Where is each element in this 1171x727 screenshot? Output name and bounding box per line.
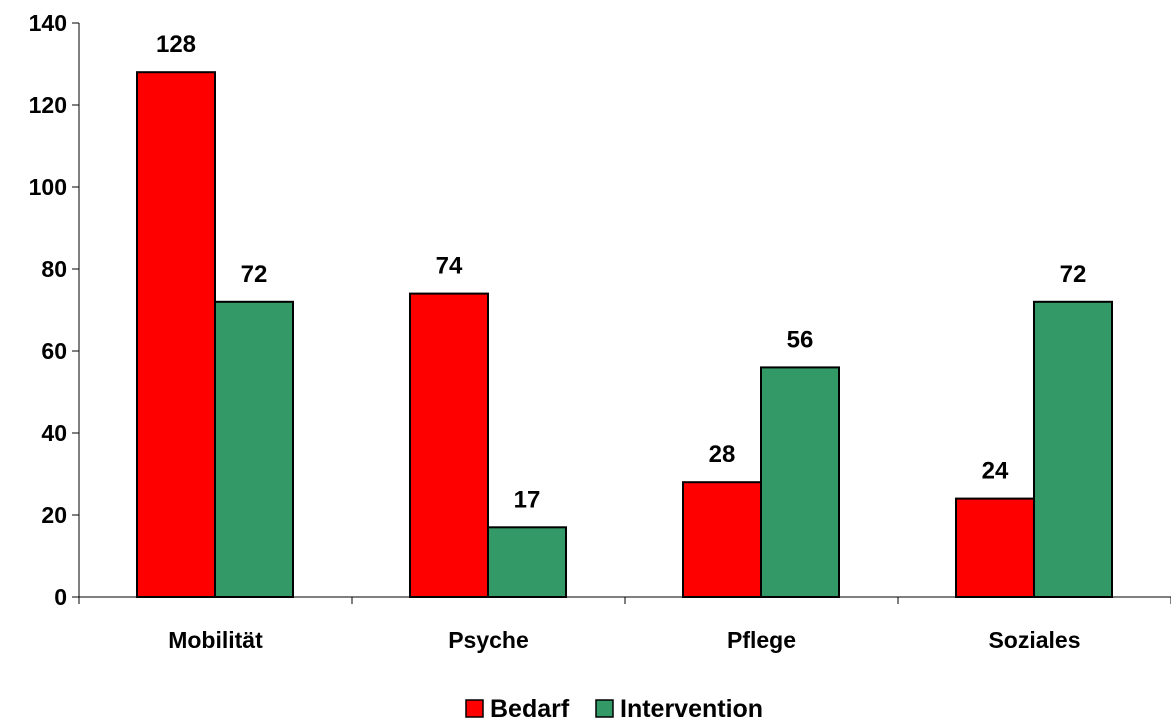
data-label: 74 [436, 253, 463, 280]
y-tick-label: 120 [29, 92, 67, 118]
bar [760, 366, 840, 598]
data-label: 128 [156, 31, 196, 58]
bar [136, 71, 216, 598]
y-tick-label: 20 [41, 502, 67, 528]
category-label: Mobilität [168, 627, 263, 653]
bar [1033, 300, 1113, 598]
y-tick-label: 140 [29, 10, 67, 36]
axes: 0 20 40 60 80 100 120 140 Mobilität Psyche Pflege S… [29, 10, 1171, 653]
y-tick-label: 0 [54, 584, 67, 610]
legend-label: Intervention [620, 695, 763, 722]
data-label: 72 [241, 261, 268, 288]
bar [214, 300, 294, 598]
data-label: 72 [1060, 261, 1087, 288]
category-label: Soziales [988, 627, 1080, 653]
data-label: 17 [514, 486, 541, 513]
bar [682, 481, 762, 599]
category-label: Psyche [448, 627, 529, 653]
legend-swatch [465, 699, 484, 718]
y-tick-label: 80 [41, 256, 67, 282]
legend: Bedarf Intervention [465, 695, 763, 723]
data-labels: 128 72 74 17 28 56 24 72 [156, 31, 1086, 513]
data-label: 28 [709, 441, 736, 468]
y-tick-label: 100 [29, 174, 67, 200]
legend-swatch [595, 699, 614, 718]
bars [136, 71, 1113, 599]
y-tick-label: 40 [41, 420, 67, 446]
bar [487, 526, 567, 598]
bar [409, 292, 489, 598]
category-label: Pflege [727, 627, 796, 653]
bar [955, 497, 1035, 599]
legend-label: Bedarf [490, 695, 570, 722]
data-label: 56 [787, 326, 814, 353]
data-label: 24 [982, 458, 1009, 485]
y-tick-label: 60 [41, 338, 67, 364]
